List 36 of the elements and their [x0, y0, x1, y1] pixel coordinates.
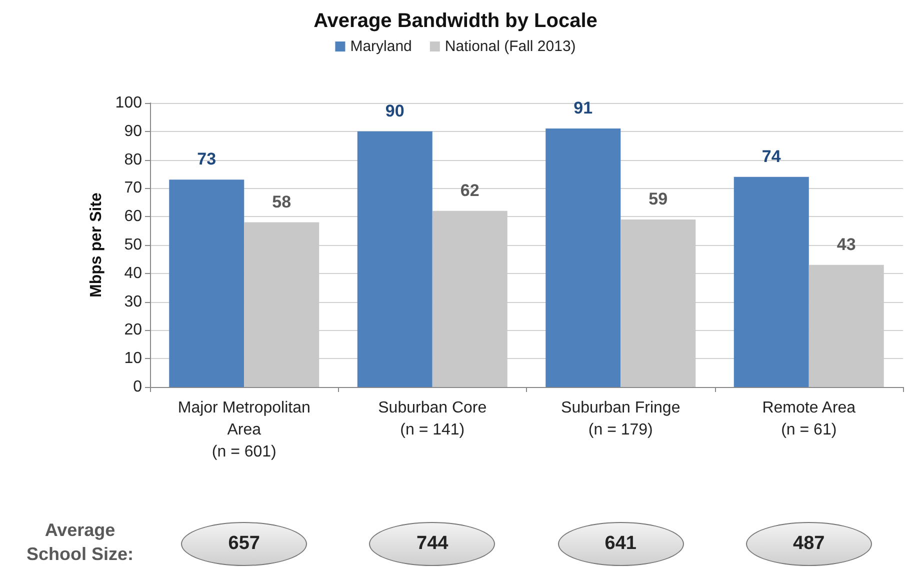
- x-tick-label: Remote Area (n = 61): [762, 400, 856, 438]
- data-label: 58: [272, 192, 292, 212]
- x-tick-label: Major Metropolitan Area (n = 601): [178, 400, 310, 460]
- y-axis-title: Mbps per Site: [88, 192, 105, 298]
- data-label: 73: [197, 150, 216, 169]
- data-label: 62: [460, 180, 480, 200]
- y-tick-label: 70: [124, 180, 142, 197]
- legend-label: Maryland: [350, 38, 412, 55]
- data-label: 43: [836, 234, 856, 254]
- oval-badge: 487: [746, 522, 872, 566]
- legend-label: National (Fall 2013): [444, 38, 576, 55]
- y-tick-label: 80: [124, 151, 142, 168]
- bar: [169, 180, 244, 387]
- chart-title: Average Bandwidth by Locale: [314, 10, 598, 32]
- data-label: 90: [385, 101, 404, 120]
- bar: [734, 176, 809, 387]
- y-tick-label: 50: [124, 236, 142, 254]
- x-tick-label: Suburban Core (n = 141): [378, 400, 487, 438]
- bar: [546, 128, 621, 387]
- x-tick-label: Suburban Fringe (n = 179): [561, 400, 680, 438]
- data-label: 74: [762, 146, 782, 166]
- text: Average School Size:: [25, 519, 134, 566]
- bar: [357, 131, 432, 387]
- y-tick-label: 100: [115, 94, 142, 112]
- oval-badge: 641: [558, 522, 684, 566]
- y-tick-label: 30: [124, 293, 142, 310]
- oval-badge: 744: [369, 522, 496, 566]
- y-tick-label: 40: [124, 264, 142, 282]
- data-label: 59: [648, 189, 668, 208]
- y-tick-label: 60: [124, 208, 142, 226]
- oval-badge: 657: [181, 522, 308, 566]
- y-tick-label: 20: [124, 322, 142, 339]
- y-tick-label: 10: [124, 350, 142, 368]
- y-tick-label: 0: [133, 378, 142, 396]
- y-tick-label: 90: [124, 122, 142, 140]
- data-label: 91: [574, 98, 593, 118]
